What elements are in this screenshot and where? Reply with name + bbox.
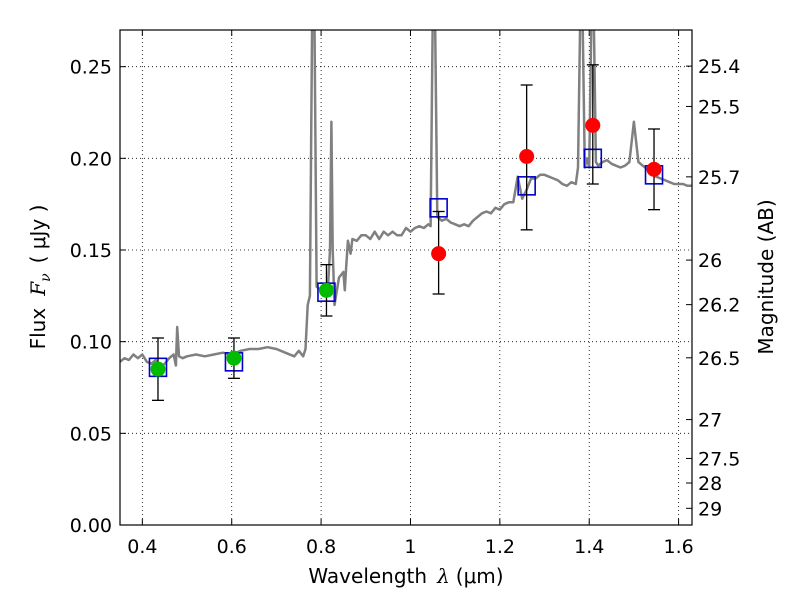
ticks: 0.4 0.6 0.8 1 1.2 1.4 1.6 0.00 0.05 0.10 0.15 0.20 0… [70, 30, 740, 558]
right-tick-label: 26.2 [698, 295, 740, 317]
x-tick-label: 1 [404, 536, 416, 558]
right-tick-label: 28 [698, 473, 722, 495]
photometry-point [519, 149, 535, 164]
y-label-subscript: ν [38, 273, 54, 282]
y-label-prefix: Flux [26, 308, 50, 350]
x-tick-label: 1.6 [663, 536, 693, 558]
right-tick-label: 27.5 [698, 448, 740, 470]
right-tick-label: 25.4 [698, 56, 740, 78]
x-tick-label: 0.6 [217, 536, 247, 558]
x-tick-label: 0.8 [306, 536, 336, 558]
y-tick-label: 0.10 [70, 332, 112, 354]
x-label-prefix: Wavelength [308, 564, 427, 588]
x-axis-label: Wavelength λ (μm) [308, 564, 503, 588]
photometry-point [431, 246, 447, 262]
x-tick-label: 1.4 [574, 536, 604, 558]
right-axis-label: Magnitude (AB) [754, 199, 778, 354]
y-tick-label: 0.25 [70, 57, 112, 79]
x-tick-label: 0.4 [127, 536, 157, 558]
plot-frame [119, 29, 693, 526]
photometry-point [646, 161, 662, 177]
photometry-point [226, 350, 242, 366]
y-tick-label: 0.20 [70, 148, 112, 170]
y-axis-label: Flux Fν ( μJy ) [26, 205, 54, 350]
photometry-point [150, 361, 166, 377]
y-label-units: ( μJy ) [26, 205, 50, 264]
data-layer [120, 30, 692, 401]
right-tick-label: 25.7 [698, 167, 740, 189]
right-tick-label: 26 [698, 250, 722, 272]
photometry-point [318, 282, 334, 298]
photometry-point [585, 117, 601, 133]
y-tick-label: 0.05 [70, 423, 112, 445]
plot-area [120, 30, 692, 525]
x-tick-label: 1.2 [485, 536, 515, 558]
right-tick-label: 27 [698, 410, 722, 432]
x-label-symbol: λ [436, 564, 450, 588]
x-label-units: (μm) [456, 564, 504, 588]
right-tick-label: 26.5 [698, 348, 740, 370]
right-tick-label: 25.5 [698, 96, 740, 118]
y-tick-label: 0.15 [70, 240, 112, 262]
y-tick-label: 0.00 [70, 515, 112, 537]
right-tick-label: 29 [698, 498, 722, 520]
y-label-symbol: F [26, 281, 50, 297]
